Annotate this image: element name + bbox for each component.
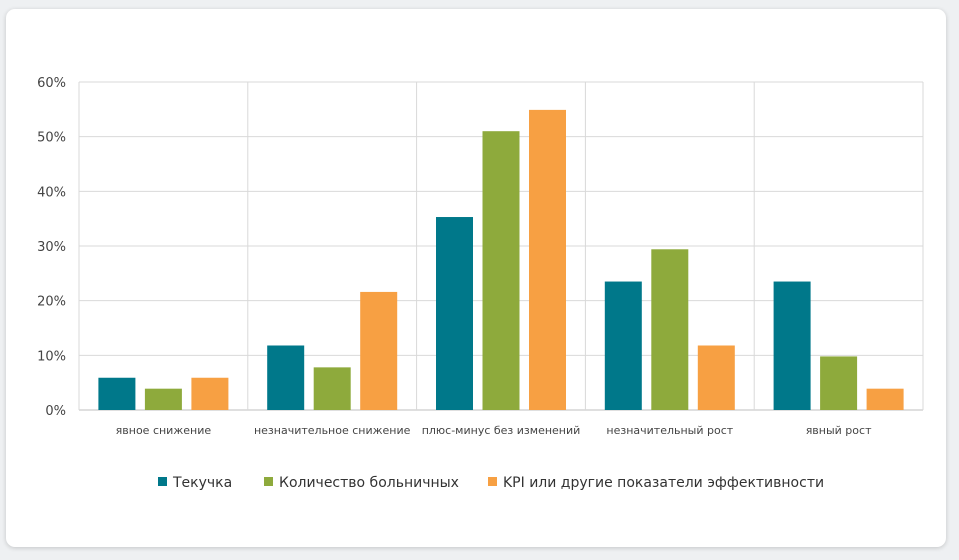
bar (697, 345, 735, 410)
bar (360, 291, 398, 410)
legend: Текучка Количество больничных KPI или друг… (158, 475, 824, 491)
bar (313, 367, 351, 410)
y-tick-label: 60% (37, 76, 66, 91)
x-axis-labels: явное снижение незначительное снижение плю… (116, 424, 872, 437)
legend-swatch (264, 477, 273, 486)
legend-swatch (488, 477, 497, 486)
bar (604, 281, 642, 410)
bar (529, 109, 566, 410)
y-tick-label: 10% (37, 349, 66, 364)
bars (98, 109, 904, 410)
bar (482, 131, 520, 410)
bar (773, 281, 811, 410)
legend-label: KPI или другие показатели эффективности (503, 475, 824, 491)
legend-label: Текучка (172, 475, 232, 491)
bar (267, 345, 305, 410)
bar (820, 356, 858, 410)
y-tick-label: 30% (37, 240, 66, 255)
bar (651, 249, 689, 410)
x-category-label: незначительное снижение (254, 424, 411, 437)
x-category-label: явный рост (806, 424, 872, 437)
y-tick-label: 40% (37, 185, 66, 200)
y-tick-label: 50% (37, 131, 66, 146)
bar (98, 377, 136, 410)
legend-swatch (158, 477, 167, 486)
y-tick-label: 20% (37, 295, 66, 310)
bar (144, 388, 182, 410)
y-axis-ticks: 0% 10% 20% 30% 40% 50% 60% (37, 76, 66, 419)
x-category-label: явное снижение (116, 424, 212, 437)
x-category-label: плюс-минус без изменений (422, 424, 581, 437)
bar (436, 217, 473, 410)
legend-label: Количество больничных (279, 475, 459, 491)
bar (866, 388, 904, 410)
x-category-label: незначительный рост (606, 424, 733, 437)
bar (191, 377, 229, 410)
chart-card (6, 9, 946, 547)
y-tick-label: 0% (45, 404, 66, 419)
